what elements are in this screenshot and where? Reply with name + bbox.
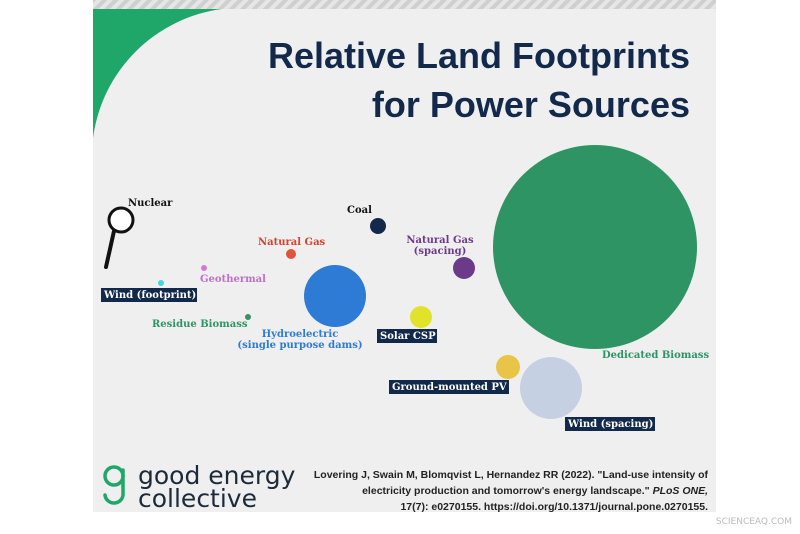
magnifier-icon — [104, 206, 135, 269]
citation: 17(7): e0270155. https://doi.org/10.1371… — [400, 501, 708, 513]
citation-journal: PLoS ONE, — [653, 485, 709, 497]
label: Hydroelectric — [262, 329, 339, 340]
label-box — [377, 329, 437, 343]
label: Wind (spacing) — [567, 419, 653, 430]
bubble — [370, 218, 386, 234]
label-box — [101, 288, 197, 302]
corner-accent — [93, 9, 222, 138]
logo-text: collective — [138, 484, 257, 513]
bubble — [304, 265, 366, 327]
label: Geothermal — [200, 274, 266, 285]
citation: electricity production and tomorrow's en… — [362, 485, 652, 497]
title: Relative Land Footprints — [268, 35, 690, 76]
label: Natural Gas — [406, 235, 474, 246]
bubble — [493, 145, 697, 349]
label: Natural Gas — [258, 237, 326, 248]
label: Coal — [347, 205, 372, 216]
bubble — [496, 355, 520, 379]
watermark: SCIENCEAQ.COM — [716, 517, 792, 527]
bubble — [520, 357, 582, 419]
logo-text: good energy — [138, 461, 296, 490]
label: Nuclear — [128, 198, 173, 209]
label: Solar CSP — [380, 331, 436, 342]
bubble — [410, 306, 432, 328]
logo-icon — [103, 465, 125, 505]
stripe-border — [93, 0, 716, 9]
citation: Lovering J, Swain M, Blomqvist L, Hernan… — [314, 469, 709, 481]
bubble — [201, 265, 207, 271]
label: Dedicated Biomass — [602, 350, 709, 361]
citation: electricity production and tomorrow's en… — [362, 485, 708, 497]
bubble — [453, 257, 475, 279]
label-box — [565, 417, 655, 431]
label: Wind (footprint) — [103, 290, 196, 301]
bubble — [245, 314, 251, 320]
bubble — [286, 249, 296, 259]
label: Ground-mounted PV — [392, 382, 507, 393]
bubble — [158, 280, 164, 286]
title: for Power Sources — [372, 84, 690, 125]
label-box — [389, 380, 509, 394]
label: (single purpose dams) — [237, 340, 362, 351]
label: (spacing) — [414, 246, 467, 257]
label: Residue Biomass — [152, 319, 248, 330]
